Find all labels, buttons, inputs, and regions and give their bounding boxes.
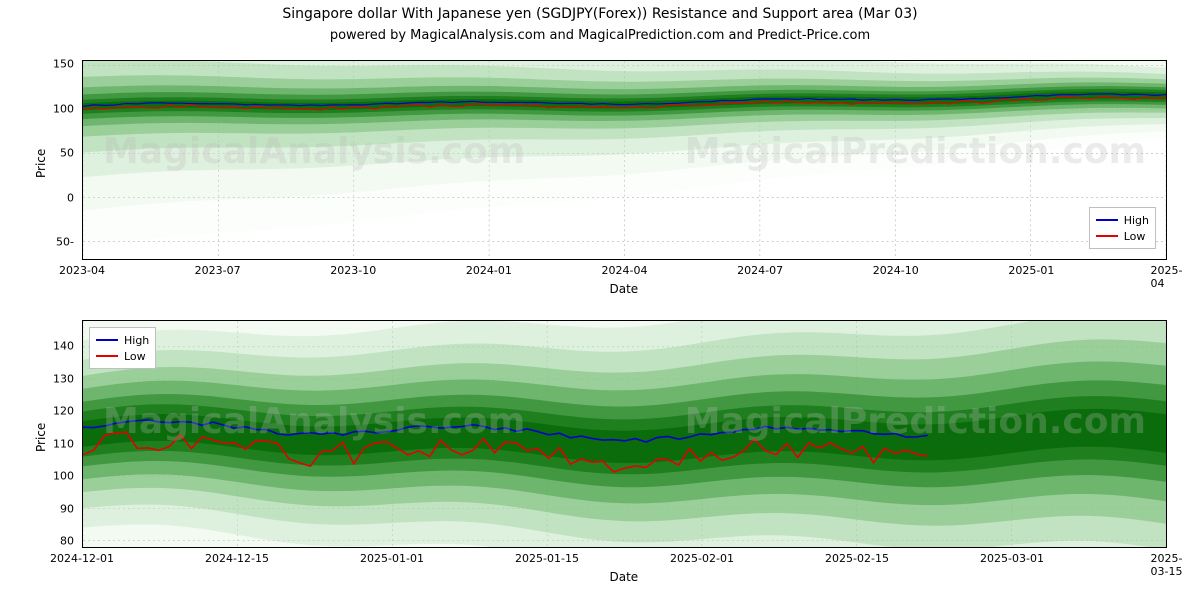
legend-label: Low [1124, 230, 1146, 243]
xtick-label: 2023-10 [330, 264, 376, 277]
xtick-label: 2025-01 [1008, 264, 1054, 277]
xtick-label: 2025-03-01 [980, 552, 1044, 565]
xtick-label: 2025-02-15 [825, 552, 889, 565]
legend-swatch [96, 339, 118, 341]
bottom-xlabel: Date [610, 570, 639, 584]
legend-item: High [96, 332, 149, 348]
figure: Singapore dollar With Japanese yen (SGDJ… [0, 0, 1200, 600]
bottom-ylabel: Price [34, 423, 48, 452]
legend-swatch [1096, 219, 1118, 221]
xtick-label: 2024-10 [873, 264, 919, 277]
xtick-label: 2024-01 [466, 264, 512, 277]
legend-swatch [96, 355, 118, 357]
chart-title: Singapore dollar With Japanese yen (SGDJ… [0, 6, 1200, 22]
legend-swatch [1096, 235, 1118, 237]
xtick-label: 2025-04 [1151, 264, 1184, 290]
xtick-label: 2024-07 [737, 264, 783, 277]
top-xlabel: Date [610, 282, 639, 296]
xtick-label: 2023-07 [195, 264, 241, 277]
xtick-label: 2025-01-01 [360, 552, 424, 565]
chart-subtitle: powered by MagicalAnalysis.com and Magic… [0, 28, 1200, 43]
bottom-chart-svg [83, 321, 1166, 547]
xtick-label: 2025-02-01 [670, 552, 734, 565]
legend-label: High [1124, 214, 1149, 227]
bottom-chart-panel: MagicalAnalysis.com MagicalPrediction.co… [82, 320, 1167, 548]
xtick-label: 2024-04 [602, 264, 648, 277]
top-chart-panel: MagicalAnalysis.com MagicalPrediction.co… [82, 60, 1167, 260]
top-ylabel: Price [34, 149, 48, 178]
xtick-label: 2025-01-15 [515, 552, 579, 565]
legend-item: Low [96, 348, 149, 364]
legend-label: High [124, 334, 149, 347]
top-chart-svg [83, 61, 1166, 259]
xtick-label: 2024-12-01 [50, 552, 114, 565]
legend-label: Low [124, 350, 146, 363]
legend-item: Low [1096, 228, 1149, 244]
xtick-label: 2025-03-15 [1151, 552, 1184, 578]
xtick-label: 2023-04 [59, 264, 105, 277]
legend-bottom: High Low [89, 327, 156, 369]
legend-item: High [1096, 212, 1149, 228]
legend-top: High Low [1089, 207, 1156, 249]
xtick-label: 2024-12-15 [205, 552, 269, 565]
